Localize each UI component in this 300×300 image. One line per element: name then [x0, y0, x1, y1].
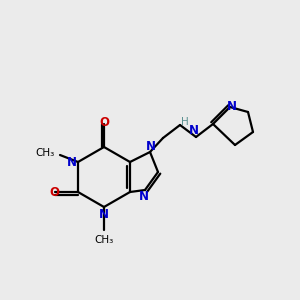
Text: N: N: [227, 100, 237, 112]
Text: O: O: [49, 185, 59, 199]
Text: CH₃: CH₃: [36, 148, 55, 158]
Text: N: N: [189, 124, 199, 136]
Text: N: N: [67, 155, 77, 169]
Text: N: N: [99, 208, 109, 220]
Text: H: H: [181, 117, 189, 127]
Text: CH₃: CH₃: [94, 235, 114, 245]
Text: N: N: [146, 140, 156, 152]
Text: N: N: [139, 190, 149, 202]
Text: O: O: [99, 116, 109, 130]
